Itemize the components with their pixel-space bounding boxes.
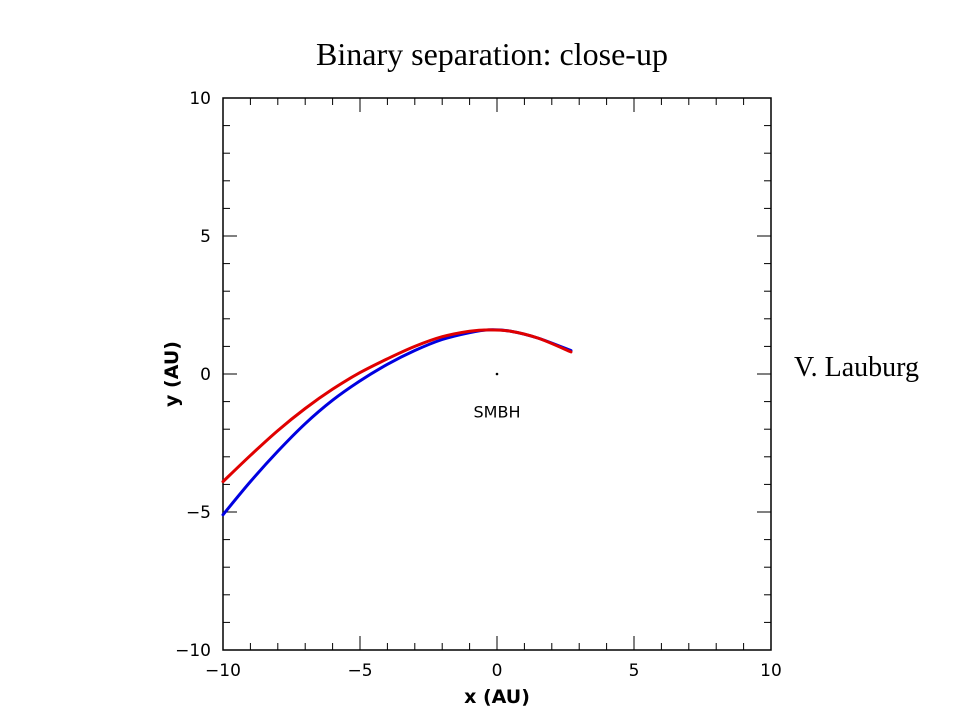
axis-ticks — [222, 97, 772, 651]
x-tick-label: 5 — [629, 661, 640, 681]
annotation-layer: SMBH — [474, 372, 521, 422]
x-axis-label: x (AU) — [464, 686, 530, 708]
y-axis-label: y (AU) — [161, 341, 183, 407]
y-tick-label: 0 — [200, 365, 211, 385]
x-tick-label: 10 — [760, 661, 782, 681]
slide-title: Binary separation: close-up — [316, 36, 668, 72]
y-tick-label: 5 — [200, 227, 211, 247]
smbh-label: SMBH — [474, 403, 521, 422]
y-tick-label: −5 — [186, 503, 211, 523]
smbh-marker — [495, 372, 499, 376]
y-tick-label: 10 — [189, 89, 211, 109]
x-tick-label: −10 — [205, 661, 241, 681]
x-tick-label: −5 — [347, 661, 372, 681]
axis-tick-labels: −10 −5 0 5 10 −10 −5 0 5 10 — [175, 89, 782, 681]
y-tick-label: −10 — [175, 641, 211, 661]
orbit-series-line — [221, 328, 573, 517]
x-tick-label: 0 — [492, 661, 503, 681]
author-credit: V. Lauburg — [794, 352, 919, 383]
orbit-series-line — [221, 328, 573, 484]
series-layer — [221, 328, 573, 517]
